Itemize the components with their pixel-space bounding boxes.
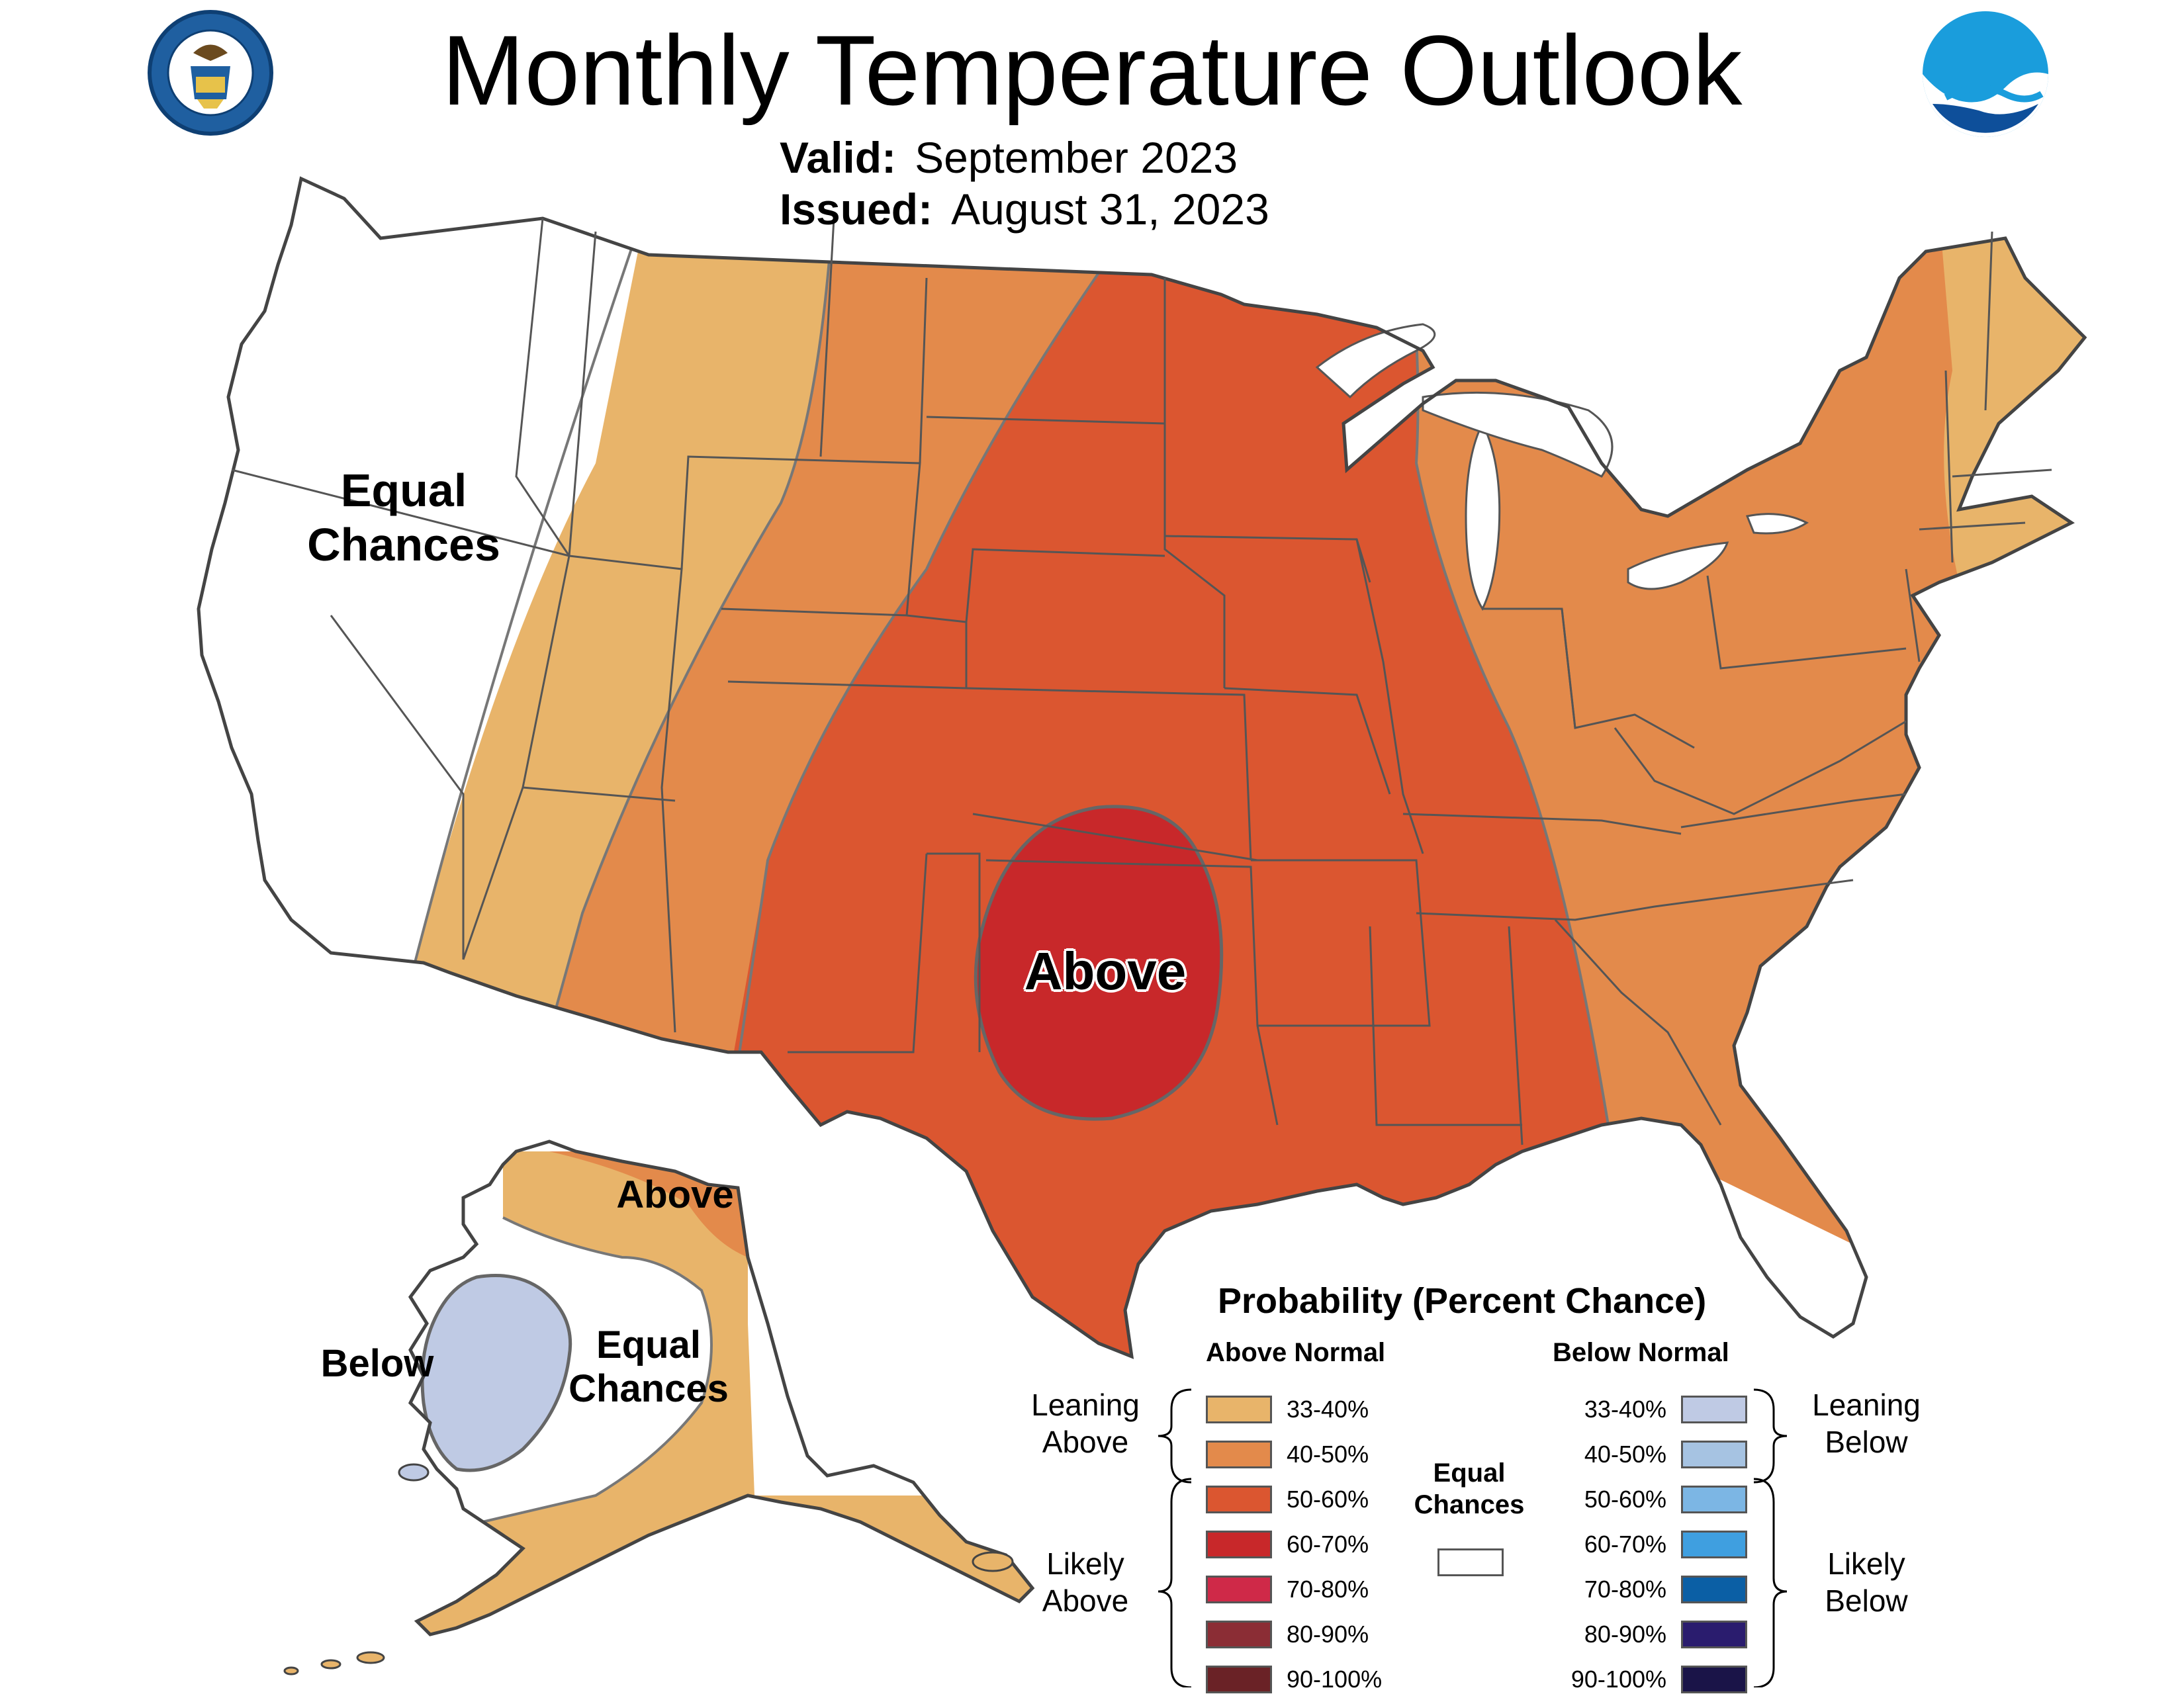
label-line: Leaning [1812,1388,1921,1422]
equal-chances-swatch [1437,1548,1504,1576]
legend-swatch [1206,1441,1272,1468]
legend-swatch [1206,1531,1272,1558]
legend-label: 50-60% [1287,1486,1369,1513]
leaning-above-label: Leaning Above [1006,1386,1165,1460]
label-line: Likely [1827,1546,1905,1581]
legend-row: 70-80% [1206,1571,1369,1608]
label-line: Above [1042,1425,1129,1459]
legend-row: 50-60% [1206,1481,1369,1518]
legend-title: Probability (Percent Chance) [1218,1281,1707,1321]
label-line: Equal [340,465,467,516]
valid-line: Valid: September 2023 [780,132,1238,183]
legend-row: 40-50% [1549,1436,1747,1473]
legend-swatch [1681,1621,1747,1648]
issued-label: Issued: [780,185,933,234]
contour-line [548,198,835,1033]
alaska-islands [283,1463,1014,1676]
label-line: Above [1042,1584,1129,1618]
legend-row: 80-90% [1206,1616,1369,1653]
legend-below-header: Below Normal [1553,1338,1729,1367]
label-line: Likely [1046,1546,1124,1581]
noaa-logo [1923,11,2048,137]
legend-row: 60-70% [1549,1526,1747,1563]
likely-above-60-70-region [974,805,1224,1121]
legend-swatch [1681,1486,1747,1513]
legend-label: 50-60% [1584,1486,1666,1513]
legend-swatch [1681,1666,1747,1693]
contour-line [733,197,1153,1086]
leaning-below-label: Leaning Below [1787,1386,1946,1460]
issued-line: Issued: August 31, 2023 [780,184,1269,234]
legend-swatch [1681,1441,1747,1468]
legend-row: 33-40% [1549,1391,1747,1428]
label-line: Below [1825,1584,1908,1618]
label-line: Chances [569,1367,729,1410]
legend-row: 80-90% [1549,1616,1747,1653]
legend-swatch [1681,1396,1747,1423]
legend-row: 60-70% [1206,1526,1369,1563]
legend-row: 40-50% [1206,1436,1369,1473]
legend-label: 80-90% [1287,1621,1369,1648]
leaning-above-33-40-alaska-region [410,1151,1032,1634]
legend-label: 40-50% [1287,1441,1369,1468]
leaning-above-40-50-west-region [549,199,1152,1085]
legend-row: 33-40% [1206,1391,1369,1428]
label-line: Leaning [1031,1388,1140,1422]
alaska-below-label: Below [320,1342,434,1385]
legend-swatch [1206,1486,1272,1513]
department-of-commerce-seal [148,10,273,136]
alaska-above-label: Above [616,1173,734,1216]
label-line: Below [1825,1425,1908,1459]
legend-label: 33-40% [1584,1396,1666,1423]
legend-swatch [1681,1576,1747,1603]
legend-row: 90-100% [1206,1661,1382,1698]
legend-swatch [1206,1666,1272,1693]
equal-chances-legend-label: Equal Chances [1403,1457,1535,1521]
page-title: Monthly Temperature Outlook [441,15,1743,126]
valid-label: Valid: [780,133,897,182]
legend-label: 40-50% [1584,1441,1666,1468]
leaning-above-33-40-region [397,199,834,1032]
legend-label: 70-80% [1287,1576,1369,1603]
legend-label: 33-40% [1287,1396,1369,1423]
legend-label: 90-100% [1287,1666,1383,1693]
conus-above-label: Above [1024,942,1187,1001]
contour-line [396,198,650,1033]
legend-label: 70-80% [1584,1576,1666,1603]
conus-equal-chances-label: Equal Chances [291,463,516,572]
legend-swatch [1206,1621,1272,1648]
legend-swatch [1681,1531,1747,1558]
legend-row: 50-60% [1549,1481,1747,1518]
likely-below-label: Likely Below [1787,1545,1946,1619]
likely-above-label: Likely Above [1006,1545,1165,1619]
legend-row: 70-80% [1549,1571,1747,1608]
label-line: Chances [307,519,500,570]
legend-label: 60-70% [1287,1531,1369,1558]
state-boundaries [199,179,2085,1357]
legend-above-header: Above Normal [1206,1338,1386,1367]
legend-label: 90-100% [1570,1666,1666,1693]
label-line: Equal [1433,1458,1506,1488]
issued-value: August 31, 2023 [951,185,1269,234]
label-line: Chances [1414,1490,1525,1519]
likely-above-50-60-region [728,199,1608,1357]
legend-label: 60-70% [1584,1531,1666,1558]
valid-value: September 2023 [915,133,1238,182]
label-line: Equal [596,1323,701,1366]
legend-swatch [1206,1396,1272,1423]
alaska-equal-chances-label: Equal Chances [543,1323,754,1411]
legend-label: 80-90% [1584,1621,1666,1648]
legend-swatch [1206,1576,1272,1603]
legend-row: 90-100% [1549,1661,1747,1698]
leaning-below-33-40-alaska-region [420,1274,572,1472]
